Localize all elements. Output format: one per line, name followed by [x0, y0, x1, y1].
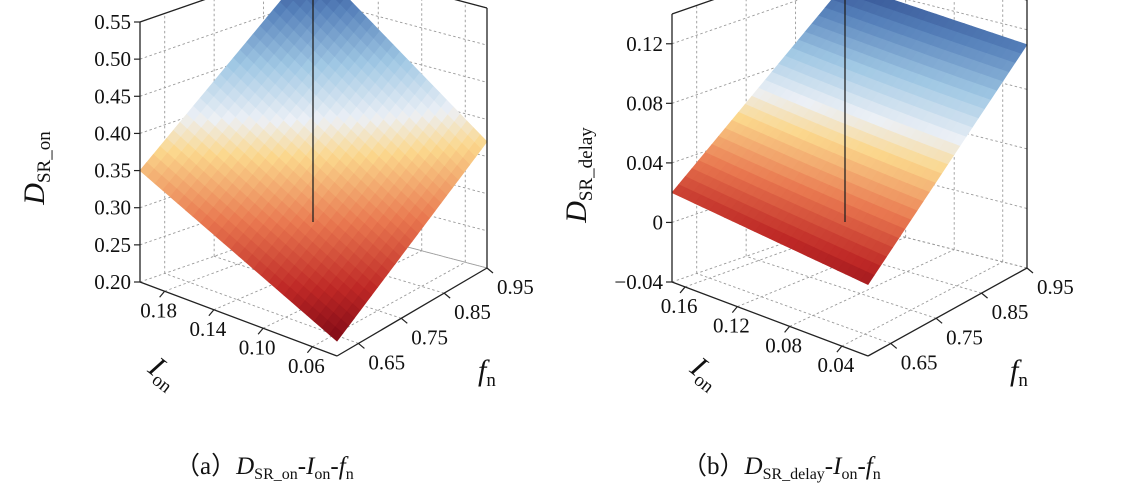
z-tick-label: 0.45 — [94, 84, 131, 108]
panel-b-frame — [671, 0, 1028, 357]
panel-a-xlabel: Ion — [139, 350, 186, 398]
z-tick-label: 0.40 — [94, 121, 131, 145]
y-tick-label: 0.75 — [946, 325, 983, 349]
grid-line — [671, 0, 800, 45]
y-tick-mark — [981, 292, 988, 299]
z-tick-label: 0.25 — [94, 233, 131, 257]
grid-line — [139, 0, 312, 60]
panel-a-frame — [139, 0, 488, 357]
y-tick-label: 0.95 — [497, 275, 534, 299]
x-tick-label: 0.06 — [288, 354, 325, 378]
x-tick-mark — [679, 286, 686, 294]
y-tick-mark — [1026, 267, 1034, 274]
grid-line — [139, 221, 314, 283]
panel-a: 0.20 0.25 0.30 0.35 0.40 0.45 0.50 0.55 0.18 0.14… — [18, 0, 534, 398]
axis-edge — [867, 267, 1028, 357]
x-tick-label: 0.04 — [817, 353, 854, 377]
surface-cell — [328, 326, 344, 342]
z-tick-label: 0.20 — [94, 270, 131, 294]
caption-a: （a）DSR_on-Ion-fn — [175, 452, 354, 483]
x-tick-mark — [257, 327, 264, 335]
x-tick-label: 0.08 — [765, 333, 802, 357]
axis-edge — [671, 281, 869, 357]
panel-a-zlabel: DSR_on — [18, 131, 55, 206]
panel-b-ticks: −0.04 0 0.04 0.08 0.12 0.16 0.12 0.08 0.04 0.65 0.… — [614, 32, 1073, 377]
x-tick-label: 0.12 — [713, 314, 750, 338]
y-tick-mark — [890, 342, 898, 349]
caption-b: （b）DSR_delay-Ion-fn — [682, 452, 881, 483]
z-tick-label: 0.12 — [626, 32, 663, 56]
z-tick-label: 0.04 — [626, 151, 663, 175]
y-tick-label: 0.65 — [368, 350, 405, 374]
grid-line — [312, 261, 466, 348]
z-tick-label: 0.55 — [94, 10, 131, 34]
grid-line — [671, 221, 846, 283]
y-tick-label: 0.75 — [411, 325, 448, 349]
panel-b: −0.04 0 0.04 0.08 0.12 0.16 0.12 0.08 0.04 0.65 0.… — [560, 0, 1074, 398]
grid-line — [671, 42, 846, 104]
surface-cell — [859, 271, 875, 285]
panel-a-surface — [139, 0, 488, 342]
y-tick-label: 0.95 — [1037, 275, 1074, 299]
x-tick-mark — [836, 345, 843, 353]
x-tick-mark — [784, 326, 791, 333]
y-tick-mark — [358, 342, 365, 349]
panel-b-surface — [671, 0, 1028, 285]
panel-a-ticks: 0.20 0.25 0.30 0.35 0.40 0.45 0.50 0.55 0.18 0.14… — [94, 10, 534, 378]
x-tick-label: 0.10 — [239, 335, 276, 359]
grid-line — [907, 0, 1028, 31]
grid-line — [746, 255, 937, 319]
axis-edge — [139, 281, 338, 357]
z-tick-label: 0.35 — [94, 159, 131, 183]
grid-line — [164, 273, 359, 344]
panel-b-ylabel: fn — [1010, 354, 1028, 391]
z-tick-label: 0 — [653, 210, 664, 234]
grid-line — [789, 249, 955, 327]
y-tick-mark — [935, 317, 943, 324]
panel-b-zlabel: DSR_delay — [560, 127, 597, 224]
panel-b-xlabel: Ion — [681, 350, 728, 398]
axis-edge — [139, 0, 206, 23]
z-tick-label: 0.08 — [626, 91, 663, 115]
x-tick-mark — [731, 306, 738, 314]
axis-edge — [671, 0, 715, 15]
y-tick-label: 0.85 — [454, 300, 491, 324]
y-tick-label: 0.65 — [901, 350, 938, 374]
x-tick-mark — [159, 290, 166, 298]
axis-edge — [336, 267, 488, 357]
x-tick-label: 0.18 — [140, 298, 177, 322]
x-tick-label: 0.14 — [190, 317, 227, 341]
grid-line — [841, 261, 1003, 347]
y-tick-mark — [486, 267, 494, 274]
x-tick-label: 0.16 — [661, 294, 698, 318]
z-tick-label: 0.50 — [94, 47, 131, 71]
x-tick-mark — [208, 309, 215, 317]
grid-line — [696, 273, 891, 344]
y-tick-mark — [443, 292, 451, 299]
y-tick-mark — [400, 317, 408, 324]
y-tick-label: 0.85 — [992, 300, 1029, 324]
z-tick-label: 0.30 — [94, 196, 131, 220]
panel-a-ylabel: fn — [478, 354, 496, 391]
axis-edge — [454, 0, 488, 9]
z-tick-label: −0.04 — [614, 270, 663, 294]
x-tick-mark — [306, 346, 313, 354]
